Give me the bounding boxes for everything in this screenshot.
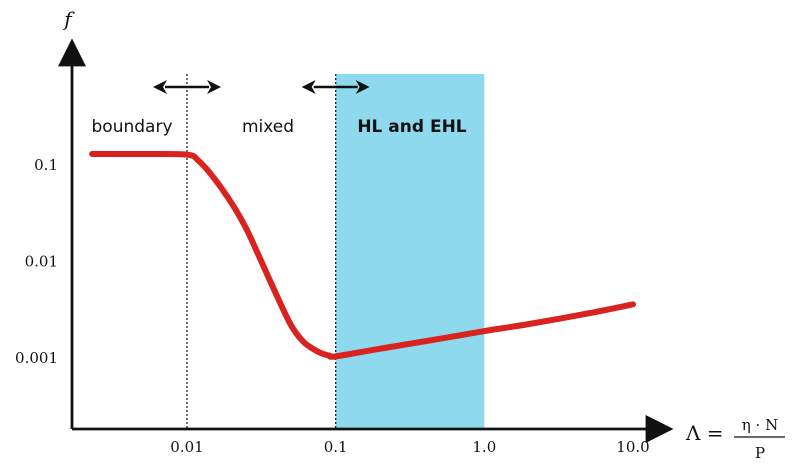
transition-arrow-right-head <box>207 80 221 94</box>
y-axis-ticks: 0.1 0.01 0.001 <box>15 156 58 367</box>
hl-ehl-label: HL and EHL <box>357 117 466 137</box>
transition-arrow-right-head <box>355 80 370 94</box>
x-tick-label: 10.0 <box>616 438 649 456</box>
x-axis-label: Λ = η · N P <box>685 416 785 462</box>
hl-ehl-shaded-region <box>335 74 485 429</box>
x-axis-label-denominator: P <box>755 444 765 462</box>
friction-curve-line <box>89 150 636 360</box>
x-axis-label-numerator: η · N <box>742 416 778 434</box>
y-tick-label: 0.01 <box>25 253 58 271</box>
transition-arrow-left-head <box>301 80 316 94</box>
boundary-region-label: boundary <box>92 117 173 137</box>
x-axis-label-main: Λ = <box>685 421 724 445</box>
y-tick-label: 0.001 <box>15 349 58 367</box>
x-tick-label: 1.0 <box>472 438 496 456</box>
x-tick-label: 0.01 <box>170 438 203 456</box>
x-tick-label: 0.1 <box>324 438 348 456</box>
transition-arrow-1 <box>301 80 370 94</box>
transition-arrow-left-head <box>153 80 167 94</box>
mixed-region-label: mixed <box>242 117 294 137</box>
transition-arrow-0 <box>153 80 221 94</box>
y-tick-label: 0.1 <box>34 156 58 174</box>
x-axis-ticks: 0.01 0.1 1.0 10.0 <box>170 438 649 456</box>
regime-transition-arrows <box>153 80 370 94</box>
